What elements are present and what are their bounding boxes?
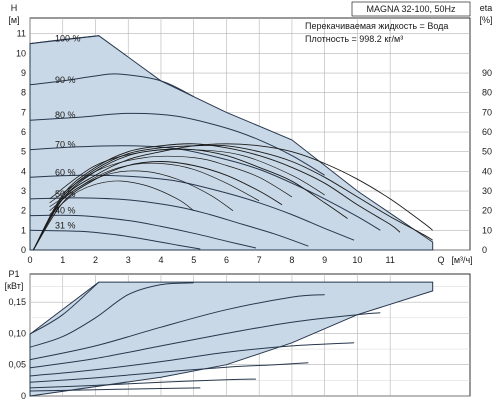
head-curve	[29, 174, 355, 241]
efficiency-curve	[32, 143, 433, 251]
power-tick-label: 0	[21, 391, 26, 400]
flow-axis-unit: [м³/ч]	[451, 255, 472, 265]
head-curve	[29, 145, 381, 231]
flow-tick-label: 4	[158, 255, 163, 265]
power-curve	[29, 342, 355, 377]
head-tick-label: 10	[16, 48, 26, 58]
efficiency-curve	[49, 162, 260, 207]
power-curves	[29, 281, 381, 392]
power-tick-label: 0,05	[8, 360, 26, 370]
flow-tick-label: 7	[257, 255, 262, 265]
density-info: Плотность = 998.2 кг/м³	[305, 34, 403, 44]
efficiency-curve	[49, 149, 325, 200]
efficiency-curve	[32, 143, 401, 251]
efficiency-tick-label: 60	[482, 127, 492, 137]
head-curve-label: 50 %	[55, 189, 76, 199]
flow-tick-label: 0	[27, 255, 32, 265]
flow-tick-label: 10	[352, 255, 362, 265]
operating-area-fill	[29, 35, 434, 251]
flow-tick-label: 5	[191, 255, 196, 265]
efficiency-axis-unit: [%]	[479, 15, 492, 25]
power-curve	[29, 312, 381, 369]
efficiency-tick-label: 80	[482, 88, 492, 98]
flow-tick-label: 11	[385, 255, 394, 265]
efficiency-axis-label: eta	[480, 3, 493, 13]
efficiency-tick-label: 0	[482, 245, 487, 255]
power-curve	[29, 362, 309, 383]
head-tick-label: 0	[21, 245, 26, 255]
power-axis-ticks: 0 0,05 0,10 0,15	[8, 297, 26, 400]
power-operating-area	[29, 281, 434, 397]
flow-tick-label: 3	[126, 255, 131, 265]
chart-header: MAGNA 32-100, 50Hz	[366, 4, 456, 14]
head-tick-label: 7	[21, 107, 26, 117]
head-tick-label: 9	[21, 68, 26, 78]
head-curve	[29, 214, 257, 249]
head-axis-unit: [м]	[8, 15, 19, 25]
efficiency-tick-label: 30	[482, 186, 492, 196]
efficiency-tick-label: 10	[482, 225, 492, 235]
power-curve	[29, 281, 100, 335]
efficiency-tick-label: 90	[482, 68, 492, 78]
power-tick-label: 0,15	[8, 297, 26, 307]
flow-tick-label: 1	[60, 255, 65, 265]
fluid-info: Перекачиваемая жидкость = Вода	[305, 21, 448, 31]
head-axis-ticks: 0 1 2 3 4 5 6 7 8 9 10 11 0 1 2 3 4 5 6 7 8 9 10 11 0 10 20 30 40 50 6…	[16, 29, 492, 265]
head-tick-label: 1	[21, 225, 26, 235]
head-curve	[29, 112, 325, 176]
power-area-fill	[29, 281, 434, 397]
power-curve	[29, 294, 325, 361]
flow-tick-label: 6	[224, 255, 229, 265]
efficiency-curve	[32, 161, 283, 251]
head-curve-label: 40 %	[55, 206, 76, 216]
head-curve-label: 60 %	[55, 167, 76, 177]
efficiency-curve	[32, 144, 433, 251]
head-tick-label: 4	[21, 166, 26, 176]
head-curve-label: 100 %	[55, 34, 81, 44]
efficiency-tick-label: 40	[482, 166, 492, 176]
head-curves	[29, 35, 381, 250]
efficiency-tick-label: 70	[482, 107, 492, 117]
head-curve-labels: 100 % 90 % 80 % 70 % 60 % 50 % 40 % 31 %	[55, 34, 81, 231]
head-curve	[29, 197, 309, 247]
flow-tick-label: 9	[322, 255, 327, 265]
head-curve-label: 70 %	[55, 140, 76, 150]
efficiency-curve	[49, 155, 293, 204]
efficiency-tick-label: 50	[482, 147, 492, 157]
power-axis-label: P1	[8, 269, 19, 279]
head-curve	[29, 35, 99, 45]
power-axis-unit: [кВт]	[5, 281, 24, 291]
head-curve-label: 31 %	[55, 220, 76, 230]
efficiency-tick-label: 20	[482, 206, 492, 216]
head-tick-label: 8	[21, 88, 26, 98]
flow-tick-label: 8	[289, 255, 294, 265]
power-tick-label: 0,10	[8, 328, 26, 338]
head-tick-label: 3	[21, 186, 26, 196]
power-curve	[29, 282, 194, 348]
head-tick-label: 5	[21, 147, 26, 157]
power-curve	[29, 378, 256, 389]
head-tick-label: 2	[21, 206, 26, 216]
head-curve-label: 80 %	[55, 110, 76, 120]
flow-axis-label: Q	[437, 255, 444, 265]
efficiency-curve	[49, 180, 194, 215]
head-tick-label: 11	[17, 29, 26, 39]
chart-header-box	[351, 1, 471, 17]
efficiency-curves	[32, 143, 433, 251]
head-axis-label: H	[11, 3, 18, 13]
head-curve-label: 90 %	[55, 75, 76, 85]
head-operating-area	[29, 35, 434, 251]
head-curve	[29, 229, 201, 250]
flow-tick-label: 2	[93, 255, 98, 265]
head-curve	[29, 73, 194, 98]
power-curve	[29, 387, 201, 392]
head-tick-label: 6	[21, 127, 26, 137]
